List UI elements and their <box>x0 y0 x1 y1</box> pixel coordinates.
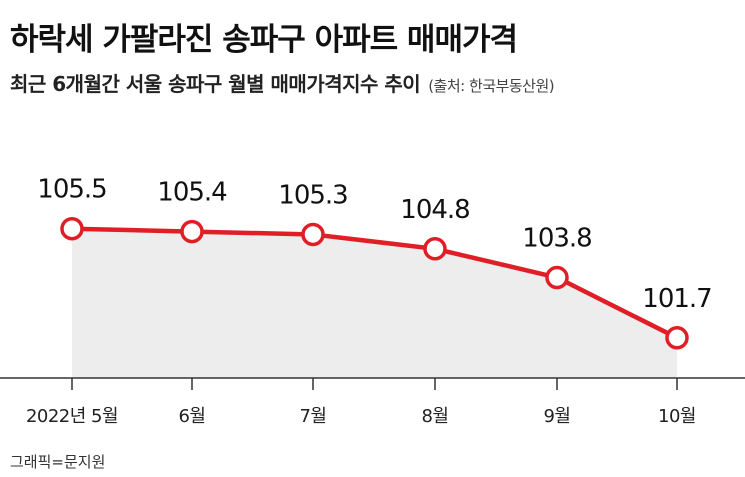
chart-subtitle: 최근 6개월간 서울 송파구 월별 매매가격지수 추이 (출처: 한국부동산원) <box>10 68 555 97</box>
data-label: 105.4 <box>157 178 227 208</box>
subtitle-text: 최근 6개월간 서울 송파구 월별 매매가격지수 추이 <box>10 72 421 96</box>
area-fill <box>72 228 677 378</box>
x-tick-label: 10월 <box>658 406 696 427</box>
data-point-marker <box>180 219 204 244</box>
data-label: 105.5 <box>37 175 106 205</box>
x-tick-label: 9월 <box>543 406 570 427</box>
x-tick-label: 8월 <box>421 406 448 427</box>
series-line <box>69 226 680 341</box>
source-note: (출처: 한국부동산원) <box>428 77 555 95</box>
data-point-marker <box>423 237 447 261</box>
chart-title: 하락세 가팔라진 송파구 아파트 매매가격 <box>10 22 518 58</box>
data-label: 105.3 <box>278 180 347 210</box>
x-tick-label: 2022년 5월 <box>26 406 118 427</box>
x-tick-label: 7월 <box>299 406 326 427</box>
data-point-marker <box>301 222 325 247</box>
data-label: 103.8 <box>522 224 591 254</box>
x-tick-label: 6월 <box>178 406 205 427</box>
data-point-marker <box>665 326 689 350</box>
data-label: 101.7 <box>642 284 711 314</box>
graphic-credit: 그래픽=문지원 <box>10 453 106 471</box>
data-point-marker <box>60 216 84 241</box>
data-label: 104.8 <box>400 195 469 225</box>
data-point-marker <box>545 265 569 290</box>
